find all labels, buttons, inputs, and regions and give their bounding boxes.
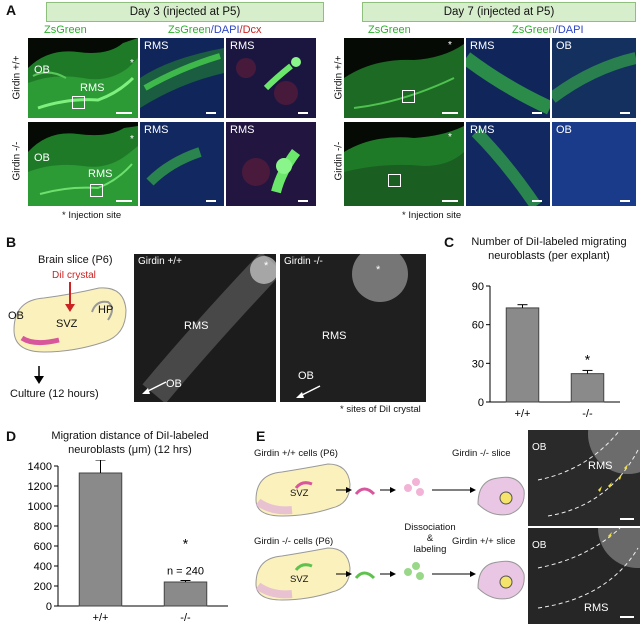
culture-arrow <box>34 366 44 384</box>
y-tick-label: 30 <box>472 358 484 370</box>
e-bottom-cells-label: Girdin -/- cells (P6) <box>254 536 334 547</box>
col-merge-left: ZsGreen/DAPI/Dcx <box>168 24 262 36</box>
e-svz-bottom: SVZ <box>290 574 309 585</box>
panel-d-label: D <box>6 428 17 444</box>
x-tick-label: -/- <box>582 408 593 420</box>
e-bottom-slice-label: Girdin +/+ slice <box>452 536 516 547</box>
micrograph-d3-ko-rms-dcx: RMS <box>226 122 316 206</box>
injection-note-right: * Injection site <box>402 210 462 221</box>
y-tick-label: 800 <box>34 521 52 533</box>
chart-c-title-2: neuroblasts (per explant) <box>488 250 610 262</box>
row-label-ko-left: Girdin -/- <box>11 141 23 181</box>
transplant-diagram <box>255 463 525 601</box>
brain-slice-title: Brain slice (P6) <box>38 254 113 266</box>
chart-d-title-2: neuroblasts (μm) (12 hrs) <box>68 444 192 456</box>
micrograph-d7-ko-rms-merge: RMS <box>466 122 550 206</box>
bar <box>505 307 540 403</box>
y-tick-label: 600 <box>34 541 52 553</box>
micrograph-d3-wt-overview: OB RMS * <box>28 38 138 118</box>
y-tick-label: 0 <box>46 601 52 613</box>
panel-e-label: E <box>256 428 266 444</box>
panel-a-label: A <box>6 2 17 18</box>
panel-b-label: B <box>6 234 17 250</box>
micrograph-e-top: OB RMS <box>528 430 640 526</box>
e-top-cells-label: Girdin +/+ cells (P6) <box>254 448 338 459</box>
dil-crystal-label: DiI crystal <box>52 270 96 281</box>
y-tick-label: 200 <box>34 581 52 593</box>
col-zsgreen-left: ZsGreen <box>44 24 87 36</box>
micrograph-d7-ko-overview: * <box>344 122 464 206</box>
micrograph-explant-ko: Girdin -/- RMS * OB <box>280 254 426 402</box>
panel-a-header-right: Day 7 (injected at P5) <box>362 2 636 22</box>
y-tick-label: 60 <box>472 320 484 332</box>
micrograph-d3-ko-overview: OB RMS * <box>28 122 138 206</box>
panel-a-header-left: Day 3 (injected at P5) <box>46 2 324 22</box>
chart-c: 0 30 60 90 +/+ -/- * <box>472 281 620 420</box>
chart-d-title-1: Migration distance of DiI-labeled <box>51 430 209 442</box>
y-tick-label: 0 <box>478 397 484 409</box>
bar <box>163 581 208 607</box>
micrograph-d7-wt-rms-merge: RMS <box>466 38 550 118</box>
diagram-svz-label: SVZ <box>56 318 78 330</box>
culture-label: Culture (12 hours) <box>10 388 99 400</box>
e-svz-top: SVZ <box>290 488 309 499</box>
panel-c-label: C <box>444 234 455 250</box>
micrograph-d7-wt-ob-merge: OB <box>552 38 636 118</box>
significance-star: * <box>183 536 189 552</box>
e-dissociation: Dissociation & labeling <box>404 522 456 555</box>
micrograph-explant-wt: Girdin +/+ RMS * OB <box>134 254 276 402</box>
diagram-ob-label: OB <box>8 310 24 322</box>
y-tick-label: 400 <box>34 561 52 573</box>
row-label-wt-right: Girdin +/+ <box>333 55 345 100</box>
micrograph-d3-wt-rms-dcx: RMS <box>226 38 316 118</box>
col-merge-right: ZsGreen/DAPI <box>512 24 584 36</box>
x-tick-label: -/- <box>180 612 191 624</box>
micrograph-d7-ko-ob-merge: OB <box>552 122 636 206</box>
y-tick-label: 1400 <box>28 461 52 473</box>
n-label: n = 240 <box>167 566 204 578</box>
y-tick-label: 1000 <box>28 501 52 513</box>
micrograph-e-bottom: OB RMS <box>528 528 640 624</box>
micrograph-d3-wt-rms-merge: RMS <box>140 38 224 118</box>
diagram-hp-label: HP <box>98 304 114 316</box>
brain-slice-diagram <box>13 282 127 353</box>
injection-note-left: * Injection site <box>62 210 122 221</box>
row-label-wt-left: Girdin +/+ <box>11 55 23 100</box>
micrograph-d7-wt-overview: * <box>344 38 464 118</box>
dil-note: * sites of DiI crystal <box>340 404 421 415</box>
significance-star: * <box>585 351 591 367</box>
y-tick-label: 1200 <box>28 481 52 493</box>
y-tick-label: 90 <box>472 281 484 293</box>
bar <box>570 373 605 403</box>
micrograph-d3-ko-rms-merge: RMS <box>140 122 224 206</box>
x-tick-label: +/+ <box>93 612 109 624</box>
e-top-slice-label: Girdin -/- slice <box>452 448 511 459</box>
row-label-ko-right: Girdin -/- <box>333 141 345 181</box>
bar <box>78 472 123 607</box>
col-zsgreen-right: ZsGreen <box>368 24 411 36</box>
x-tick-label: +/+ <box>515 408 531 420</box>
chart-c-title-1: Number of DiI-labeled migrating <box>471 236 627 248</box>
